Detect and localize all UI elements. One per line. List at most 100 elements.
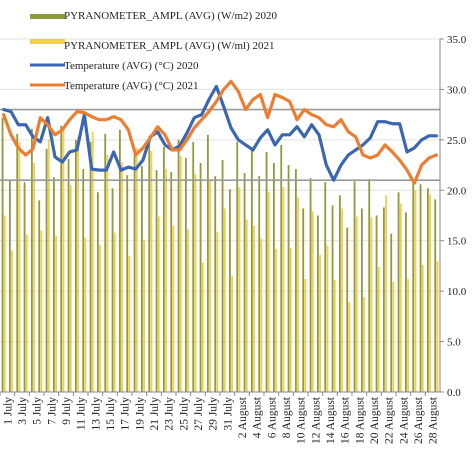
bar xyxy=(84,237,87,392)
bar xyxy=(11,250,13,392)
x-tick-label: 26 August xyxy=(413,396,425,444)
bar xyxy=(324,182,327,392)
bar xyxy=(346,227,349,392)
bar xyxy=(165,169,167,392)
x-tick-label: 27 July xyxy=(193,397,205,431)
bar xyxy=(375,215,378,392)
bar xyxy=(287,165,290,392)
bar xyxy=(97,192,99,392)
bar xyxy=(399,203,402,392)
bar xyxy=(436,260,439,392)
bar xyxy=(385,195,387,392)
legend-label-pyranometer-2021: PYRANOMETER_AMPL (AVG) (W/ml) 2021 xyxy=(64,40,275,52)
bar xyxy=(106,154,109,392)
bar xyxy=(363,297,365,392)
bar xyxy=(177,139,180,392)
bar xyxy=(91,131,94,392)
x-tick-label: 13 July xyxy=(90,397,102,431)
bar xyxy=(331,205,334,392)
bar xyxy=(221,160,224,392)
bar xyxy=(427,188,429,392)
bar xyxy=(377,266,380,392)
bar xyxy=(187,229,189,392)
bar xyxy=(111,188,114,392)
x-tick-label: 12 August xyxy=(310,396,322,444)
y-tick-label: 5.0 xyxy=(447,337,461,349)
bar xyxy=(260,238,263,392)
bar xyxy=(25,234,28,392)
x-tick-label: 23 July xyxy=(164,397,176,431)
bar xyxy=(311,211,314,392)
x-tick-label: 15 July xyxy=(105,397,117,431)
x-tick-label: 31 July xyxy=(222,397,234,431)
x-tick-label: 17 July xyxy=(120,397,132,431)
bar xyxy=(38,200,41,392)
x-tick-label: 20 August xyxy=(369,396,381,444)
bar xyxy=(390,233,393,392)
bar xyxy=(67,159,70,392)
x-tick-label: 21 July xyxy=(149,397,161,431)
legend: PYRANOMETER_AMPL (AVG) (W/m2) 2020 PYRAN… xyxy=(30,10,277,92)
bar xyxy=(223,208,226,392)
bar xyxy=(368,179,371,392)
bar xyxy=(245,219,248,392)
bar xyxy=(172,225,175,392)
bar xyxy=(265,151,268,392)
bar xyxy=(45,148,48,392)
x-tick-label: 18 August xyxy=(354,396,366,444)
x-tick-label: 16 August xyxy=(340,396,352,444)
bar xyxy=(353,181,356,392)
bar xyxy=(121,162,123,392)
bar xyxy=(53,177,55,392)
bar xyxy=(258,176,261,392)
x-tick-label: 14 August xyxy=(325,396,337,444)
x-tick-label: 8 August xyxy=(281,396,293,438)
bar xyxy=(40,230,43,392)
bar xyxy=(207,134,209,393)
bar xyxy=(229,189,231,392)
y-tick-label: 30.0 xyxy=(447,84,467,96)
bar xyxy=(392,282,395,392)
y-tick-label: 10.0 xyxy=(447,286,467,298)
bar xyxy=(333,280,336,392)
bar xyxy=(243,173,246,392)
x-tick-label: 22 August xyxy=(384,396,396,444)
bar xyxy=(397,192,400,392)
bar xyxy=(170,172,173,392)
bar xyxy=(236,141,239,392)
bar xyxy=(141,166,143,392)
bar xyxy=(253,225,255,392)
bar xyxy=(201,262,204,392)
line-series-group xyxy=(2,79,438,185)
x-tick-label: 29 July xyxy=(208,397,220,431)
y-axis-right-ticks: 0.0 5.0 10.0 15.0 20.0 25.0 30.0 35.0 xyxy=(440,34,467,399)
x-tick-label: 4 August xyxy=(252,396,264,438)
y-tick-label: 20.0 xyxy=(447,185,467,197)
bar xyxy=(421,264,424,392)
bar xyxy=(317,215,319,392)
bar xyxy=(31,128,33,392)
x-tick-label: 9 July xyxy=(61,397,73,425)
legend-swatch-pyranometer-2021 xyxy=(30,39,65,44)
bar xyxy=(113,232,116,392)
bar xyxy=(62,127,65,393)
bar xyxy=(341,208,343,392)
bar xyxy=(126,175,129,392)
x-tick-label: 24 August xyxy=(398,396,410,444)
bar xyxy=(3,215,6,392)
bar xyxy=(280,144,283,392)
bar xyxy=(214,176,217,392)
bar xyxy=(273,163,275,392)
bar xyxy=(55,235,57,392)
bar xyxy=(33,163,35,392)
bar xyxy=(309,178,312,392)
bar xyxy=(192,141,195,392)
bar xyxy=(297,197,299,392)
x-tick-label: 19 July xyxy=(134,397,146,431)
bar xyxy=(47,138,50,392)
bar xyxy=(75,139,77,392)
x-axis-ticks: 1 July 3 July 5 July 7 July 9 July 11 July 13 … xyxy=(0,392,440,444)
bar xyxy=(282,187,285,392)
y-tick-label: 25.0 xyxy=(447,135,467,147)
y-tick-label: 15.0 xyxy=(447,236,467,248)
